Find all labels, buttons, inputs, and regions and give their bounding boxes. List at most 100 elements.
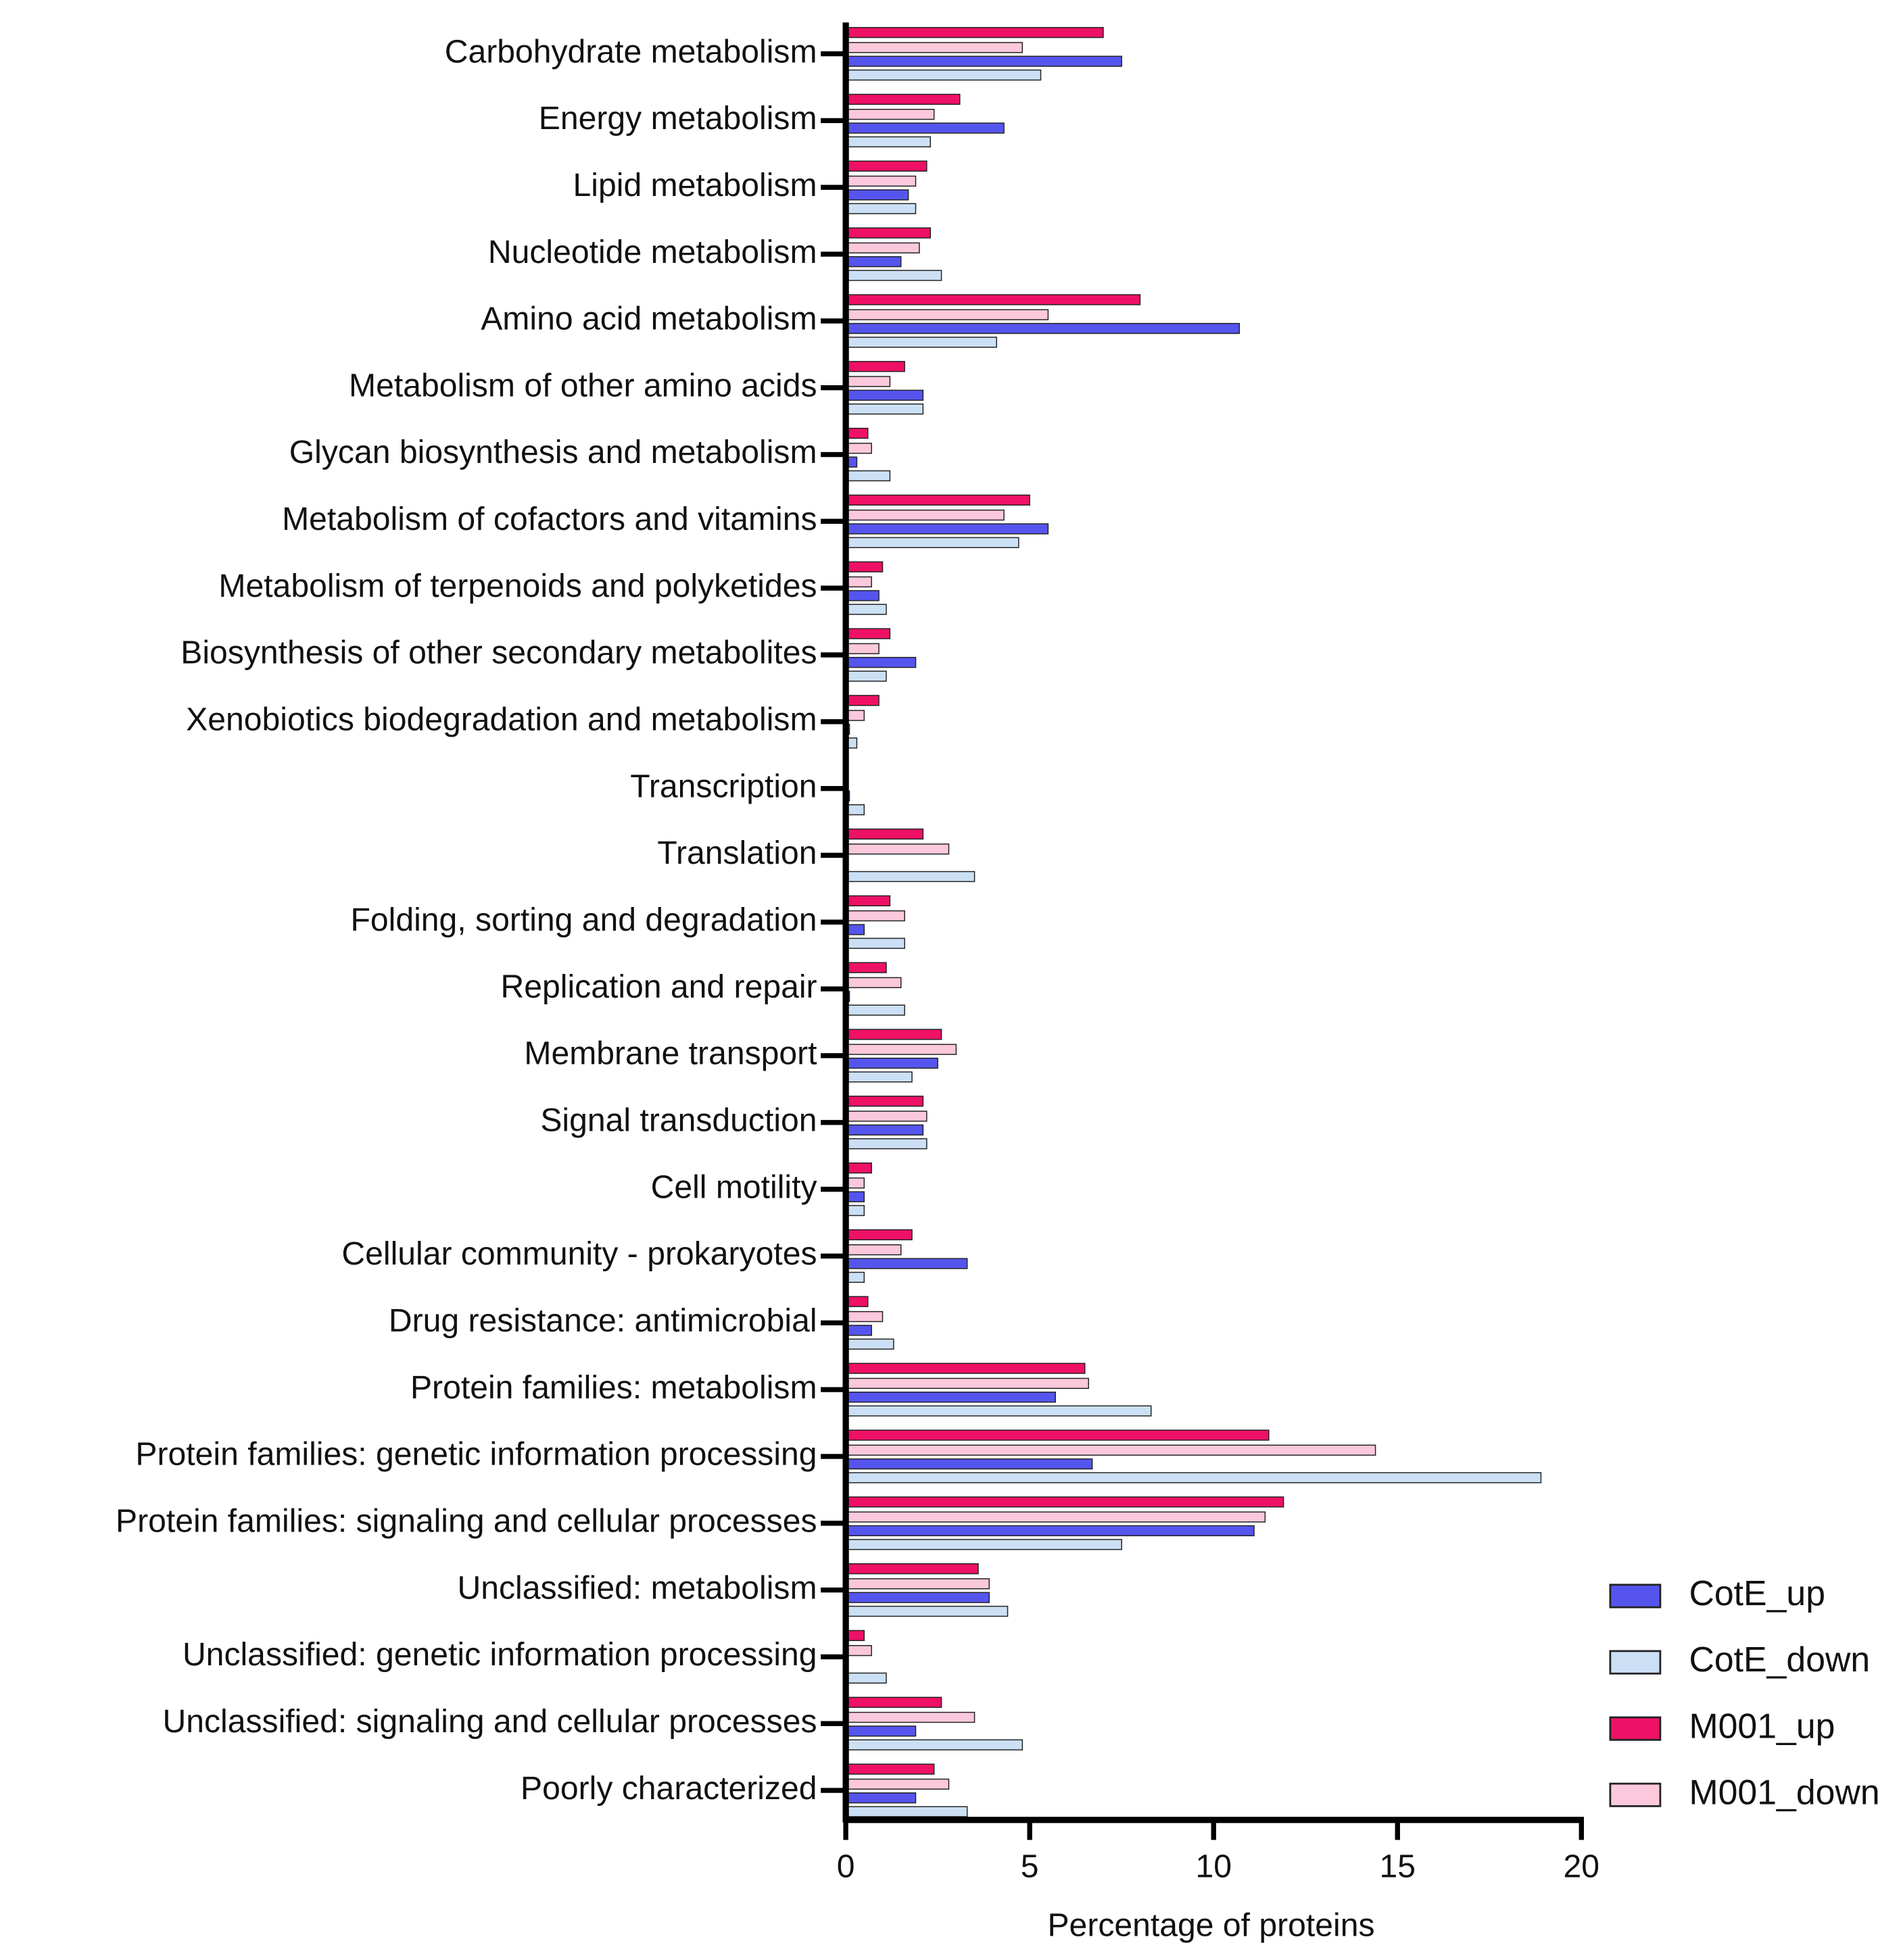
bar [845, 656, 917, 668]
y-tick-label: Energy metabolism [539, 100, 817, 137]
bar [845, 1029, 942, 1040]
bar [845, 403, 924, 415]
bar [845, 1539, 1122, 1550]
bar [845, 443, 872, 454]
bar [845, 1592, 990, 1603]
bar [845, 1763, 935, 1775]
bar [845, 109, 935, 120]
legend-swatch [1609, 1584, 1662, 1609]
y-tick-label: Xenobiotics biodegradation and metabolis… [186, 702, 817, 738]
y-tick-label: Protein families: signaling and cellular… [116, 1502, 817, 1539]
bar [845, 590, 880, 602]
y-tick-label: Replication and repair [501, 969, 817, 1005]
bar [845, 537, 1019, 548]
bar [845, 175, 917, 187]
y-tick-label: Drug resistance: antimicrobial [389, 1302, 817, 1339]
bar [845, 1739, 1023, 1750]
bar [845, 1429, 1270, 1441]
y-tick-label: Metabolism of other amino acids [349, 367, 817, 403]
bar [845, 26, 1104, 39]
bar [845, 604, 887, 615]
bar [845, 270, 942, 281]
y-tick-label: Metabolism of cofactors and vitamins [282, 501, 817, 537]
bar [845, 1405, 1152, 1417]
legend-swatch [1609, 1782, 1662, 1807]
bar [845, 1057, 938, 1069]
y-tick-label: Membrane transport [524, 1035, 817, 1072]
bar [845, 1296, 869, 1307]
legend-swatch [1609, 1650, 1662, 1675]
legend-label: CotE_up [1689, 1573, 1825, 1613]
bar [845, 427, 869, 439]
bar [845, 136, 932, 148]
y-tick-label: Carbohydrate metabolism [445, 33, 817, 70]
bar [845, 937, 905, 949]
bar [845, 337, 997, 348]
bar [845, 1110, 928, 1122]
bar [845, 1310, 884, 1323]
y-tick-label: Folding, sorting and degradation [351, 902, 817, 938]
y-tick-label: Lipid metabolism [573, 167, 817, 203]
bar [845, 189, 909, 201]
bar [845, 122, 1005, 134]
bar [845, 1338, 894, 1350]
bar [845, 1392, 1056, 1403]
bar [845, 962, 887, 973]
y-tick-label: Poorly characterized [521, 1770, 817, 1807]
bar [845, 1725, 917, 1737]
bar [845, 1363, 1086, 1374]
bar [845, 695, 880, 706]
bar [845, 1496, 1284, 1508]
bar [845, 309, 1049, 320]
bar [845, 1244, 902, 1256]
bar [845, 523, 1049, 535]
legend-label: CotE_down [1689, 1640, 1870, 1679]
bar [845, 576, 872, 588]
bar [845, 93, 961, 105]
y-tick-label: Nucleotide metabolism [488, 234, 817, 270]
bar [845, 1806, 968, 1817]
bar [845, 895, 891, 906]
y-tick-label: Metabolism of terpenoids and polyketides [218, 568, 817, 604]
bar [845, 322, 1240, 335]
bar [845, 1138, 928, 1150]
bar [845, 910, 905, 922]
bar [845, 670, 887, 682]
bar [845, 1792, 917, 1804]
bar [845, 1325, 872, 1336]
bar [845, 1696, 942, 1708]
bar [845, 160, 928, 172]
bar [845, 871, 975, 883]
bar [845, 1563, 979, 1575]
bar [845, 1578, 990, 1590]
bar [845, 389, 924, 401]
y-tick-label: Unclassified: signaling and cellular pro… [163, 1703, 817, 1740]
bar [845, 1229, 913, 1241]
y-tick-label: Biosynthesis of other secondary metaboli… [180, 635, 817, 671]
bar [845, 1071, 913, 1083]
y-tick-label: Cell motility [651, 1169, 817, 1205]
bar [845, 509, 1005, 521]
bar [845, 1672, 887, 1684]
x-axis-title: Percentage of proteins [1047, 1907, 1374, 1944]
bar [845, 376, 891, 387]
bar [845, 1605, 1009, 1617]
bar [845, 643, 880, 654]
legend-label: M001_up [1689, 1706, 1835, 1745]
bar [845, 1258, 968, 1269]
y-tick-label: Protein families: genetic information pr… [135, 1436, 817, 1473]
bar [845, 828, 924, 840]
x-tick-label: 0 [837, 1848, 855, 1885]
y-tick-label: Cellular community - prokaryotes [341, 1235, 817, 1272]
bar [845, 55, 1122, 67]
x-tick-label: 10 [1195, 1848, 1232, 1885]
y-tick-label: Translation [657, 835, 817, 871]
bar [845, 628, 891, 639]
bar [845, 1511, 1266, 1523]
y-tick-label: Protein families: metabolism [410, 1369, 817, 1406]
bar [845, 1711, 975, 1723]
bar [845, 69, 1042, 81]
legend-swatch [1609, 1716, 1662, 1741]
bar [845, 1458, 1093, 1470]
bar [845, 1645, 872, 1657]
